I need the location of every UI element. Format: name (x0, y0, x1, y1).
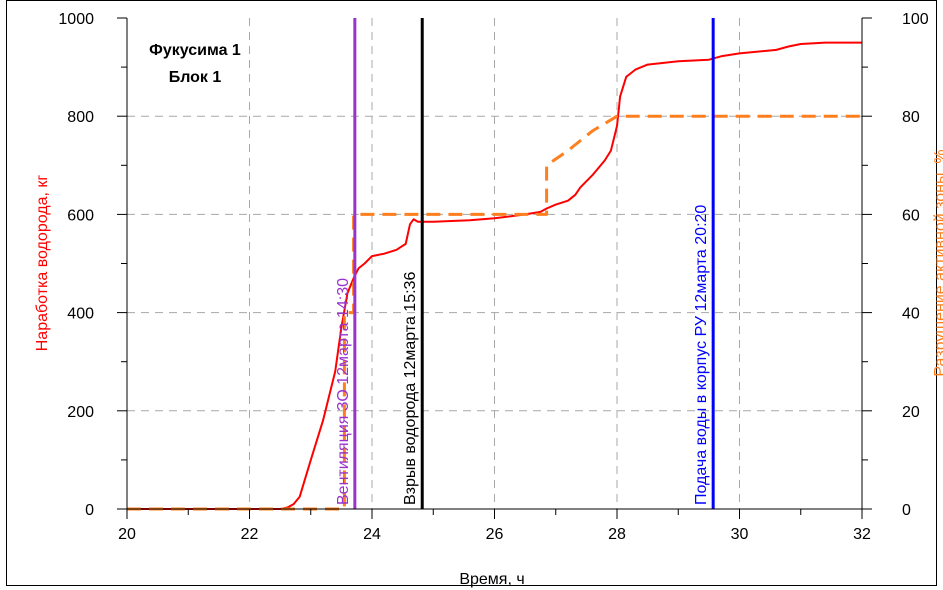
y-tick-label: 600 (67, 207, 94, 224)
y-tick-label: 200 (67, 404, 94, 421)
core-damage-series-line (127, 114, 862, 511)
y2-tick-label: 0 (902, 502, 911, 519)
x-tick-label: 30 (731, 526, 749, 543)
y2-tick-label: 60 (902, 207, 920, 224)
y2-tick-label: 100 (902, 11, 929, 28)
y2-tick-label: 20 (902, 404, 920, 421)
x-tick-label: 26 (486, 526, 504, 543)
y2-tick-label: 80 (902, 109, 920, 126)
series-layer (127, 41, 862, 511)
y-axis-label: Наработка водорода, кг (34, 175, 51, 352)
chart-frame (6, 0, 937, 586)
chart-title: Фукусима 1 (149, 42, 241, 59)
axes (117, 17, 872, 519)
x-tick-label: 28 (608, 526, 626, 543)
x-tick-label: 20 (118, 526, 136, 543)
grid (127, 18, 862, 509)
x-axis-label: Время, ч (459, 571, 524, 588)
y-tick-label: 1000 (58, 11, 94, 28)
event-label-1: Вентиляция ЗО 12марта 14:30 (335, 278, 352, 505)
x-tick-label: 22 (241, 526, 259, 543)
y-tick-label: 400 (67, 306, 94, 323)
y2-axis-label: Разрушение активной зоны, % (932, 149, 943, 376)
chart-subtitle: Блок 1 (169, 69, 222, 86)
y-tick-label: 800 (67, 109, 94, 126)
x-tick-label: 32 (853, 526, 871, 543)
y2-tick-label: 40 (902, 306, 920, 323)
event-label-3: Подача воды в корпус РУ 12марта 20:20 (693, 205, 710, 505)
hydrogen-series-line (127, 41, 862, 510)
event-label-2: Взрыв водорода 12марта 15:36 (402, 272, 419, 505)
y-tick-label: 0 (85, 502, 94, 519)
labels: 20 22 24 26 28 30 32 0 200 400 600 800 1000 0 20 40 60 80… (58, 11, 928, 543)
x-tick-label: 24 (363, 526, 381, 543)
event-lines (353, 18, 715, 509)
